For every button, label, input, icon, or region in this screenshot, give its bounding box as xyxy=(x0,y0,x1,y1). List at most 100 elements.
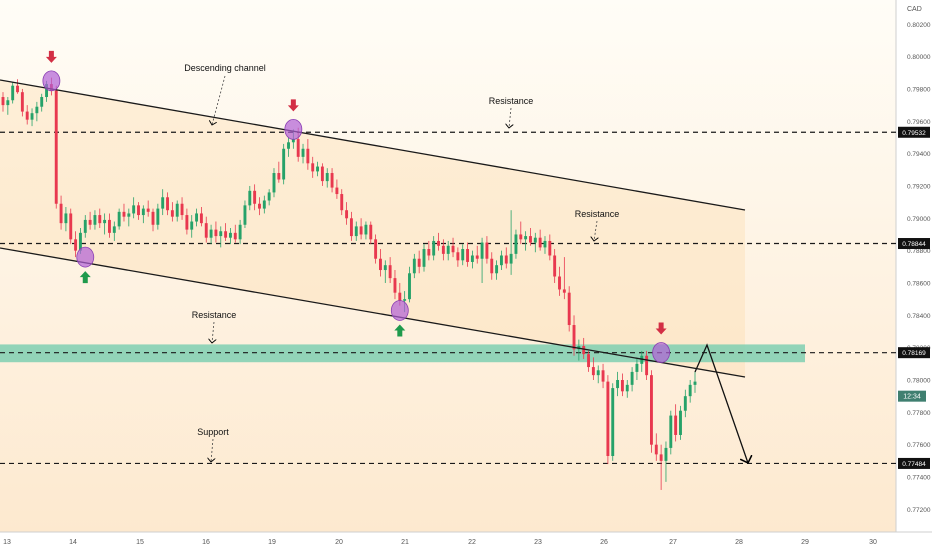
candle-body xyxy=(141,208,145,216)
channel-lower-line xyxy=(0,247,746,378)
sell-arrow-icon xyxy=(655,322,667,335)
buy-arrow-icon xyxy=(394,324,406,337)
sell-arrow-icon xyxy=(45,50,57,63)
candle-body xyxy=(345,210,349,219)
candle-body xyxy=(262,200,266,209)
candle-body xyxy=(659,454,663,461)
time-tick-label: 30 xyxy=(869,539,877,546)
time-tick-label: 23 xyxy=(534,539,542,546)
candle-body xyxy=(161,197,165,209)
candle-body xyxy=(1,97,5,106)
price-tick-label: 0.77600 xyxy=(907,442,931,449)
candle-body xyxy=(296,139,300,157)
price-level-tag: 0.79532 xyxy=(902,130,926,137)
candle-body xyxy=(461,249,465,261)
price-tick-label: 0.79400 xyxy=(907,151,931,158)
candle-body xyxy=(412,258,416,274)
candle-body xyxy=(654,444,658,455)
candle-body xyxy=(572,325,576,350)
candle-body xyxy=(16,85,19,93)
price-tick-label: 0.77400 xyxy=(907,475,931,482)
candle-body xyxy=(335,187,339,195)
annotation-support: Support xyxy=(197,427,229,462)
candle-body xyxy=(301,148,305,157)
price-tick-label: 0.79000 xyxy=(907,216,931,223)
candle-body xyxy=(108,219,111,233)
candle-body xyxy=(277,173,281,180)
buy-arrow-icon xyxy=(79,271,91,284)
candle-body xyxy=(446,245,450,254)
time-tick-label: 22 xyxy=(468,539,476,546)
candle-body xyxy=(393,278,397,293)
candle-body xyxy=(340,194,344,211)
candle-body xyxy=(199,213,203,224)
time-tick-label: 16 xyxy=(202,539,210,546)
signal-markers xyxy=(42,50,671,363)
candle-body xyxy=(325,173,329,182)
candle-body xyxy=(127,213,131,217)
price-tick-label: 0.78400 xyxy=(907,313,931,320)
candle-body xyxy=(533,237,537,243)
candle-body xyxy=(427,249,431,256)
price-level-tag-bg xyxy=(898,347,930,359)
candle-body xyxy=(103,219,107,224)
candle-body xyxy=(166,197,169,211)
candle-body xyxy=(495,265,499,274)
time-tick-label: 26 xyxy=(600,539,608,546)
annotation-resistance-top-pointer xyxy=(509,107,511,128)
candle-body xyxy=(456,252,460,261)
candle-body xyxy=(480,242,484,259)
candle-body xyxy=(170,210,174,217)
time-tick-label: 14 xyxy=(69,539,77,546)
channel-fill xyxy=(0,80,745,377)
candle-body xyxy=(625,384,629,392)
candle-body xyxy=(383,265,387,271)
price-tick-label: 0.79200 xyxy=(907,183,931,190)
candle-body xyxy=(596,370,600,376)
candle-body xyxy=(649,375,653,445)
candle-body xyxy=(398,292,402,301)
candle-body xyxy=(25,111,29,120)
candle-body xyxy=(83,219,87,233)
signal-circle xyxy=(76,246,95,268)
candle-body xyxy=(228,232,232,238)
current-price-tag-bg xyxy=(898,390,926,402)
candle-body xyxy=(132,205,136,214)
candle-body xyxy=(137,205,140,216)
candle-body xyxy=(432,240,436,256)
price-tick-label: 0.80200 xyxy=(907,22,931,29)
candle-body xyxy=(509,253,513,264)
candle-body xyxy=(185,215,189,230)
candle-body xyxy=(669,415,673,448)
candle-body xyxy=(175,203,179,217)
candle-body xyxy=(190,221,194,230)
candle-body xyxy=(630,371,634,385)
candle-body xyxy=(151,211,155,225)
candle-body xyxy=(606,381,610,456)
candle-body xyxy=(40,97,44,107)
candle-body xyxy=(369,224,373,240)
candle-body xyxy=(224,231,228,238)
currency-label: CAD xyxy=(907,6,922,13)
price-tick-label: 0.78600 xyxy=(907,280,931,287)
candle-body xyxy=(112,226,116,233)
candle-body xyxy=(88,219,92,225)
annotation-descending-channel-pointer xyxy=(212,75,226,125)
candle-body xyxy=(272,173,276,193)
price-level-tag: 0.78844 xyxy=(902,241,926,248)
time-tick-label: 21 xyxy=(401,539,409,546)
candle-body xyxy=(524,236,528,240)
candle-body xyxy=(180,203,184,216)
candle-body xyxy=(204,223,208,238)
projection-path xyxy=(694,343,748,463)
candle-body xyxy=(674,415,678,435)
candle-body xyxy=(156,208,160,225)
candle-body xyxy=(688,384,692,397)
candle-body xyxy=(388,265,392,279)
price-level-tag: 0.77484 xyxy=(902,461,926,468)
annotation-descending-channel-label: Descending channel xyxy=(184,63,266,73)
candle-body xyxy=(291,139,295,143)
annotation-resistance-mid: Resistance xyxy=(575,209,619,241)
candle-body xyxy=(78,232,82,251)
